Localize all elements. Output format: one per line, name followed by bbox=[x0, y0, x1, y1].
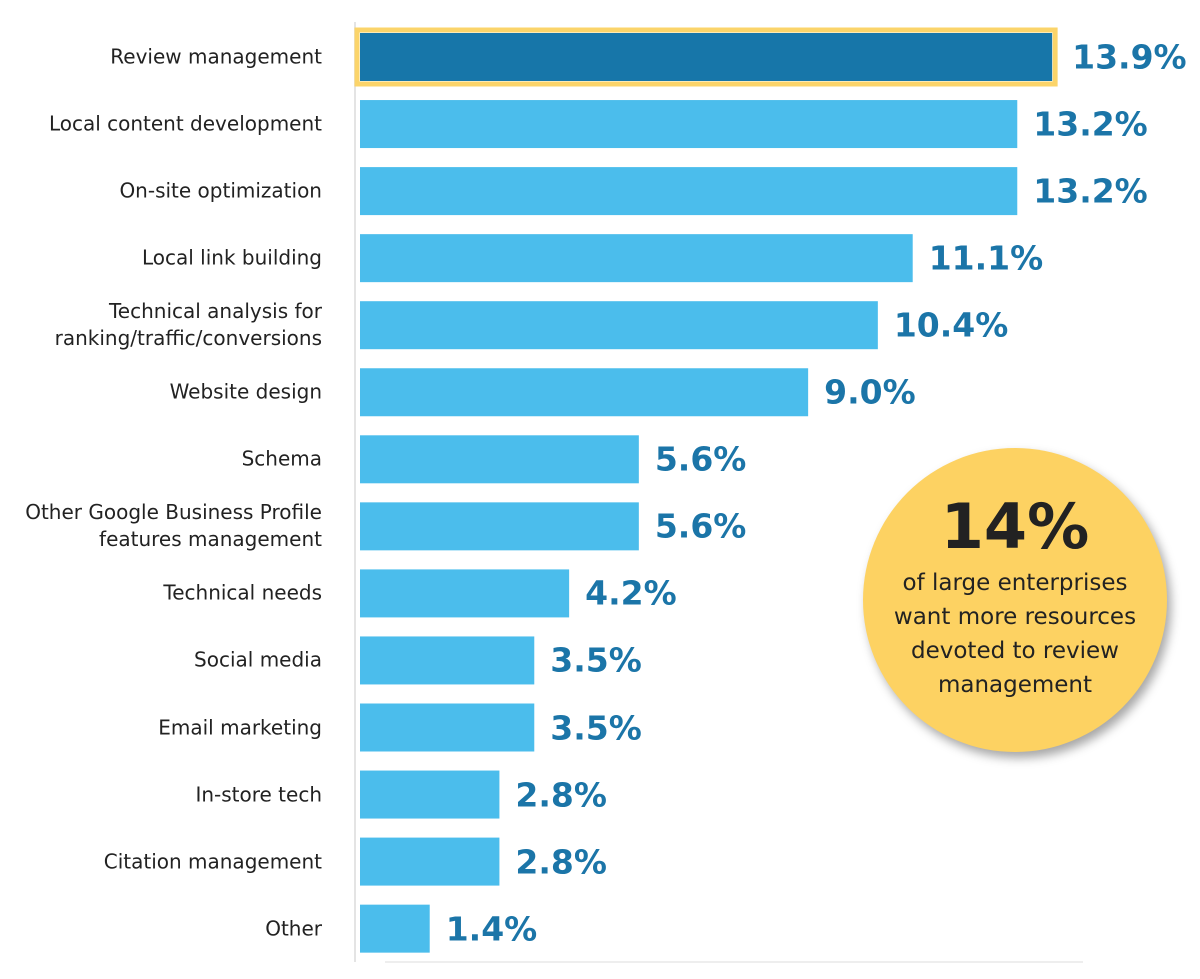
category-label: Social media bbox=[194, 647, 322, 672]
value-label: 3.5% bbox=[550, 640, 642, 680]
bar bbox=[360, 368, 809, 417]
category-label: Technical needs bbox=[163, 580, 322, 605]
bar bbox=[360, 100, 1018, 149]
category-label: Local content development bbox=[48, 111, 322, 136]
value-label: 13.2% bbox=[1033, 171, 1148, 211]
annotation-circle: 14% of large enterprises want more resou… bbox=[863, 448, 1167, 752]
category-label: Other bbox=[265, 916, 322, 941]
value-label: 4.2% bbox=[585, 573, 677, 613]
bar bbox=[360, 301, 878, 350]
value-label: 3.5% bbox=[550, 708, 642, 747]
category-label: On-site optimization bbox=[119, 178, 322, 203]
category-label: Citation management bbox=[103, 849, 322, 874]
value-label: 13.9% bbox=[1072, 37, 1187, 77]
bar-highlight-border bbox=[354, 27, 1058, 87]
value-label: 13.2% bbox=[1033, 104, 1148, 144]
bar bbox=[360, 502, 639, 551]
bar bbox=[360, 770, 500, 819]
value-label: 2.8% bbox=[515, 842, 607, 882]
category-label: Website design bbox=[169, 379, 322, 404]
bar bbox=[360, 636, 535, 685]
category-label: Email marketing bbox=[158, 715, 322, 739]
bar bbox=[360, 904, 430, 953]
value-label: 5.6% bbox=[654, 506, 747, 546]
category-label: Other Google Business Profile features m… bbox=[25, 500, 322, 552]
bar bbox=[360, 703, 535, 752]
bar bbox=[360, 435, 639, 484]
value-label: 5.6% bbox=[654, 439, 747, 479]
category-label: Local link building bbox=[141, 245, 322, 270]
category-label: Review management bbox=[110, 44, 322, 69]
value-label: 10.4% bbox=[893, 305, 1009, 345]
category-label: Schema bbox=[241, 446, 322, 471]
bar bbox=[360, 569, 570, 618]
category-label: Technical analysis for ranking/traffic/c… bbox=[54, 299, 322, 351]
value-label: 11.1% bbox=[928, 238, 1044, 278]
bar bbox=[360, 33, 1053, 81]
value-label: 2.8% bbox=[515, 775, 607, 815]
category-label: In-store tech bbox=[195, 782, 322, 807]
annotation-headline: 14% bbox=[940, 490, 1090, 563]
value-label: 1.4% bbox=[445, 909, 538, 949]
value-label: 9.0% bbox=[824, 372, 916, 412]
bar bbox=[360, 167, 1018, 216]
bar bbox=[360, 234, 913, 283]
bar bbox=[360, 837, 500, 886]
annotation-text: of large enterprises want more resources… bbox=[893, 570, 1137, 698]
